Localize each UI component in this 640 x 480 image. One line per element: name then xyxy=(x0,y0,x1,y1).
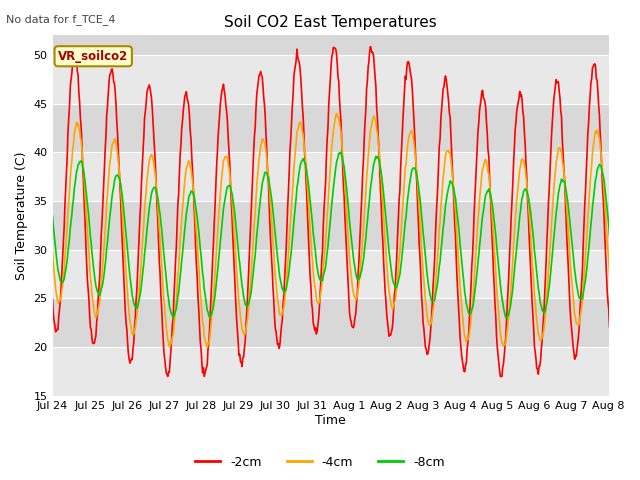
-8cm xyxy=(118,192,126,198)
-2cm xyxy=(445,98,452,104)
-4cm xyxy=(333,110,340,116)
-2cm xyxy=(118,237,126,242)
-4cm xyxy=(204,345,211,350)
Bar xyxy=(52,299,609,347)
-8cm xyxy=(228,191,236,196)
-8cm xyxy=(280,289,287,295)
-4cm xyxy=(228,197,236,203)
-4cm xyxy=(412,161,420,167)
Bar xyxy=(52,347,609,396)
Y-axis label: Soil Temperature (C): Soil Temperature (C) xyxy=(15,151,28,280)
Bar xyxy=(52,104,609,152)
-4cm xyxy=(257,140,265,146)
-2cm xyxy=(49,296,56,302)
Legend: -2cm, -4cm, -8cm: -2cm, -4cm, -8cm xyxy=(190,451,450,474)
-8cm xyxy=(257,188,265,193)
-8cm xyxy=(337,149,345,155)
-4cm xyxy=(445,150,453,156)
-4cm xyxy=(118,208,126,214)
-2cm xyxy=(257,72,265,78)
-8cm xyxy=(170,315,177,321)
Bar xyxy=(52,250,609,299)
Line: -2cm: -2cm xyxy=(52,45,640,376)
Bar xyxy=(52,152,609,201)
X-axis label: Time: Time xyxy=(316,414,346,427)
-4cm xyxy=(49,248,56,253)
-8cm xyxy=(445,182,453,188)
-2cm xyxy=(164,373,172,379)
-4cm xyxy=(280,305,287,311)
-2cm xyxy=(228,212,236,218)
Text: VR_soilco2: VR_soilco2 xyxy=(58,50,129,63)
Title: Soil CO2 East Temperatures: Soil CO2 East Temperatures xyxy=(224,15,437,30)
-2cm xyxy=(627,42,634,48)
Line: -4cm: -4cm xyxy=(52,113,640,348)
Text: No data for f_TCE_4: No data for f_TCE_4 xyxy=(6,14,116,25)
Line: -8cm: -8cm xyxy=(52,152,640,318)
Bar xyxy=(52,55,609,104)
-2cm xyxy=(280,293,287,299)
Bar xyxy=(52,36,609,55)
-8cm xyxy=(412,169,420,175)
-2cm xyxy=(412,146,419,152)
-8cm xyxy=(49,213,56,219)
Bar xyxy=(52,201,609,250)
